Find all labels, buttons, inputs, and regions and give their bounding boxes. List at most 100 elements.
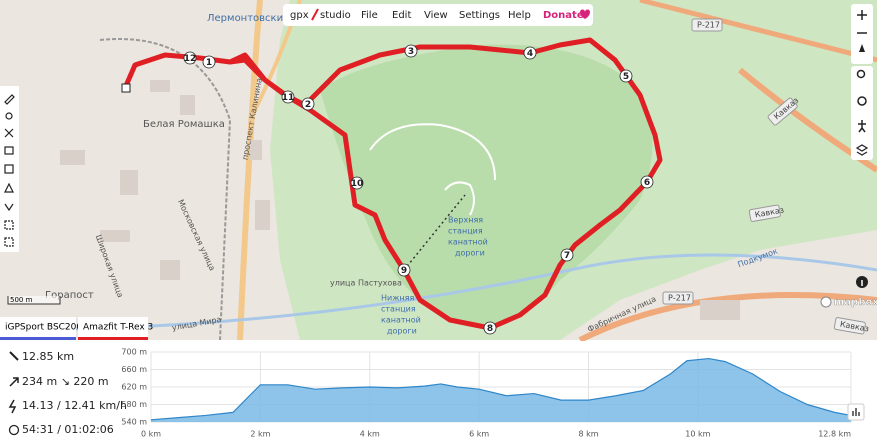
select-tool[interactable]: [4, 237, 14, 247]
distance: 12.85 km: [22, 350, 74, 363]
path: [444, 181, 475, 216]
km-marker: [560, 248, 574, 262]
track-tabs: iGPSport BSC200 Amazfit T-Rex 3: [0, 317, 153, 340]
poi-tool[interactable]: [5, 112, 13, 120]
y-tick-label: 580 m: [121, 400, 147, 409]
km-label: 7: [564, 251, 570, 261]
km-marker: [483, 321, 497, 335]
km-marker: [619, 69, 633, 83]
x-tick-label: 4 km: [360, 430, 380, 439]
road-shield: [833, 317, 866, 335]
river: [0, 253, 877, 332]
tab-label[interactable]: Amazfit T-Rex 3: [83, 323, 153, 333]
map-label: дороги: [455, 249, 485, 258]
scale-label: 500 m: [10, 296, 33, 304]
elevation-tool[interactable]: [4, 182, 14, 193]
tab[interactable]: [78, 317, 148, 339]
km-label: 6: [644, 178, 650, 188]
donate[interactable]: Donate: [543, 10, 584, 21]
km-marker: [281, 90, 295, 104]
menu-bg: [283, 4, 593, 26]
tab-color: [78, 337, 148, 340]
road-shield: [767, 97, 798, 126]
elevation: 234 m ↘ 220 m: [22, 375, 109, 388]
cable-car: [403, 194, 466, 271]
street-view[interactable]: [858, 120, 866, 133]
road-label: Р-217: [697, 21, 720, 30]
logo[interactable]: gpx: [290, 10, 309, 21]
y-tick-label: 620 m: [121, 383, 147, 392]
y-tick-label: 540 m: [121, 418, 147, 427]
time: 54:31 / 01:02:06: [22, 423, 114, 436]
km-label: 2: [305, 100, 311, 110]
cut-tool[interactable]: [4, 128, 14, 138]
map-label: Нижняя: [381, 294, 414, 303]
menu-item[interactable]: Edit: [392, 10, 411, 21]
map-label: станция: [381, 305, 416, 314]
attribution: mapbox: [834, 297, 877, 308]
km-label: 11: [282, 93, 295, 103]
layers[interactable]: [855, 144, 869, 156]
y-tick-label: 700 m: [121, 348, 147, 357]
x-tick-label: 0 km: [141, 430, 161, 439]
menu-item[interactable]: View: [424, 10, 448, 21]
km-marker: [183, 51, 197, 65]
chart-options-icon: [852, 408, 860, 416]
road-shield: [662, 291, 694, 305]
finish-flag: [121, 83, 131, 93]
map-label: канатной: [381, 316, 421, 325]
elevation-icon: [9, 377, 19, 387]
km-marker: [640, 175, 654, 189]
menu-item[interactable]: File: [361, 10, 378, 21]
road: [639, 0, 877, 63]
km-marker: [404, 44, 418, 58]
filter-tool[interactable]: [4, 203, 14, 212]
scale: 500 m mapbox: [7, 296, 877, 308]
clean-tool[interactable]: [4, 220, 14, 230]
toolbar-bg: [0, 86, 19, 252]
map-label: дороги: [387, 327, 417, 336]
x-tick-label: 8 km: [578, 430, 598, 439]
menu-item[interactable]: Help: [508, 10, 531, 21]
map[interactable]: Лермонтовский Белая Ромашка Горапост улица …: [0, 0, 877, 343]
road-shield: [748, 204, 781, 222]
km-label: 8: [487, 324, 493, 334]
heart-icon: [580, 9, 590, 19]
zoom-in[interactable]: [857, 10, 867, 20]
tab[interactable]: [0, 317, 76, 339]
km-marker: [350, 176, 364, 190]
locate[interactable]: [857, 96, 867, 106]
km-label: 5: [623, 72, 629, 82]
right-toolbar: [851, 4, 873, 288]
time-tool[interactable]: [4, 146, 14, 155]
km-label: 9: [401, 266, 407, 276]
draw-tool[interactable]: [4, 94, 15, 105]
map-label: станция: [448, 227, 483, 236]
merge-tool[interactable]: [4, 164, 14, 174]
elevation-line: [150, 357, 852, 421]
tab-color: [0, 337, 76, 340]
km-marker: [202, 55, 216, 69]
search[interactable]: [856, 69, 866, 79]
km-marker: [301, 97, 315, 111]
elevation-area: [151, 358, 851, 422]
compass[interactable]: [859, 44, 865, 52]
logo[interactable]: studio: [320, 10, 351, 21]
map-label: Белая Ромашка: [143, 119, 225, 130]
map-label: Верхняя: [448, 216, 483, 225]
km-marker: [523, 46, 537, 60]
km-label: 10: [351, 179, 364, 189]
speed: 14.13 / 12.41 km/h: [22, 399, 127, 412]
elevation-chart: 540 m 580 m 620 m 660 m 700 m 0 km 2 km 4 km 6 k…: [121, 348, 865, 439]
buildings: [60, 80, 740, 320]
y-tick-label: 660 m: [121, 365, 147, 374]
x-tick-label: 10 km: [685, 430, 710, 439]
map-label: Лермонтовский: [207, 13, 290, 24]
tab-label[interactable]: iGPSport BSC200: [5, 323, 82, 333]
map-label: канатной: [448, 238, 488, 247]
path: [369, 123, 496, 181]
km-marker: [397, 263, 411, 277]
menu-item[interactable]: Settings: [459, 10, 500, 21]
distance-icon: [9, 351, 19, 361]
